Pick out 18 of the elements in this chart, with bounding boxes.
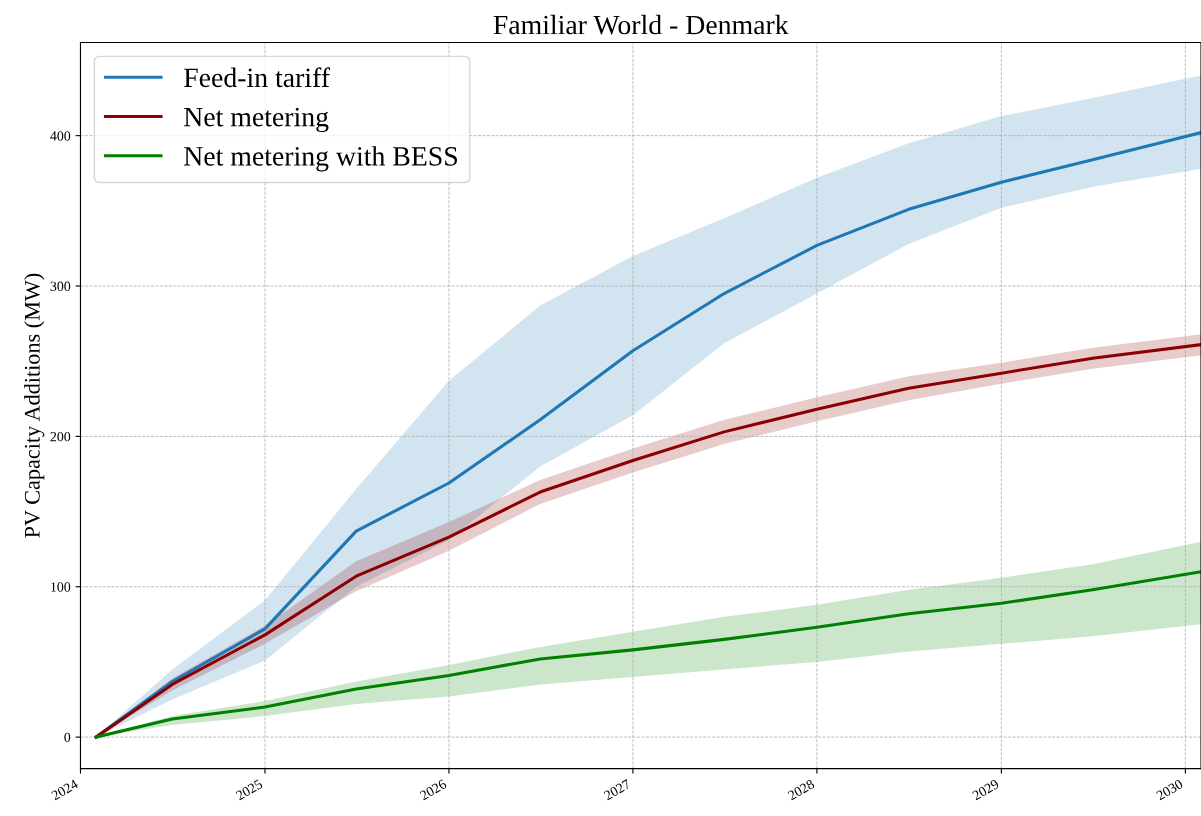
x-tick-label: 2024 [50,778,79,801]
x-tick-label: 2025 [235,779,264,801]
y-tick-label: 200 [50,431,71,442]
y-tick-label: 100 [51,582,71,592]
y-tick-label: 400 [50,131,71,141]
x-tick-label: 2027 [603,778,632,801]
y-tick-label: 0 [64,732,71,743]
legend-label: Feed-in tariff [184,67,331,88]
x-tick-label: 2030 [1155,779,1184,801]
chart-title: Familiar World - Denmark [493,14,789,35]
line-series [94,570,1201,739]
y-axis-title: PV Capacity Additions (MW) [24,273,45,538]
x-tick-label: 2028 [787,779,816,801]
legend-label: Net metering [184,107,329,133]
y-tick-label: 300 [50,281,71,291]
x-tick-label: 2026 [419,778,448,801]
legend-label: Net metering with BESS [184,146,457,172]
x-tick-label: 2029 [971,779,1000,801]
